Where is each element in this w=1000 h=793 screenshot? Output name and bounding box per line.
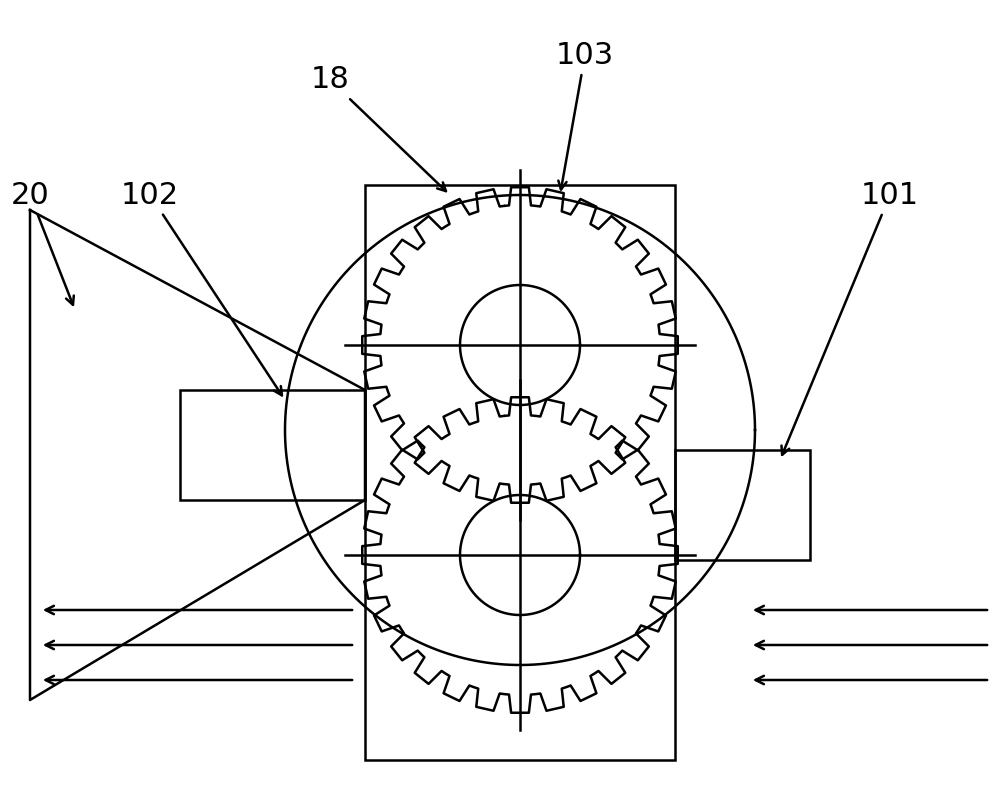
Bar [365,185,675,760]
Text: 103: 103 [556,40,614,190]
Bar [675,450,810,560]
Text: 18: 18 [311,66,446,191]
Text: 101: 101 [781,181,919,455]
Text: 20: 20 [11,181,74,305]
Bar [180,390,365,500]
Text: 102: 102 [121,181,282,396]
